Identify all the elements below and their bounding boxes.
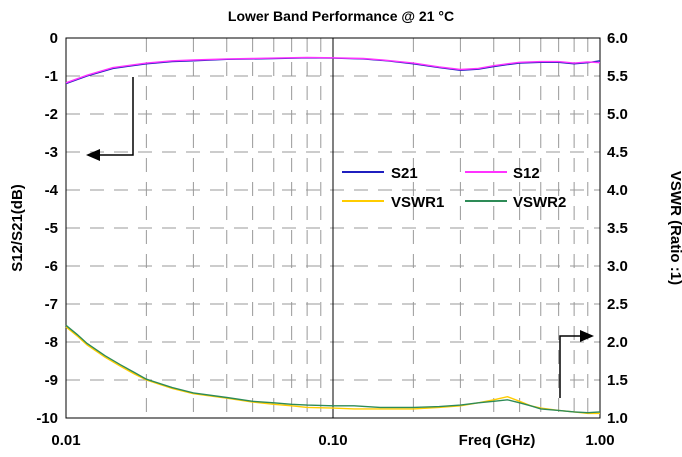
legend-label-s12: S12 <box>513 165 540 182</box>
right-tick-label: 5.0 <box>607 106 628 123</box>
series-lines <box>65 56 601 415</box>
left-axis-ticks: 0 -1 -2 -3 -4 -5 -6 -7 -8 -9 -10 <box>36 30 58 427</box>
left-tick-label: -8 <box>45 334 58 351</box>
right-tick-label: 1.0 <box>607 410 628 427</box>
left-tick-label: 0 <box>50 30 58 47</box>
right-axis-arrow <box>559 330 594 398</box>
left-tick-label: -9 <box>45 372 58 389</box>
left-tick-label: -4 <box>45 182 59 199</box>
right-tick-label: 1.5 <box>607 372 628 389</box>
right-tick-label: 5.5 <box>607 68 628 85</box>
right-tick-label: 3.0 <box>607 258 628 275</box>
right-tick-label: 2.0 <box>607 334 628 351</box>
right-tick-label: 4.5 <box>607 144 628 161</box>
series-line-vswr2 <box>65 324 601 414</box>
chart-title: Lower Band Performance @ 21 °C <box>228 8 454 24</box>
left-tick-label: -2 <box>45 106 58 123</box>
x-axis-label: Freq (GHz) <box>459 432 536 449</box>
left-axis-arrow <box>86 77 134 161</box>
legend-label-vswr1: VSWR1 <box>391 194 444 211</box>
right-axis-label: VSWR (Ratio :1) <box>667 171 682 285</box>
legend: S21 S12 VSWR1 VSWR2 <box>342 165 566 211</box>
x-tick-label: 1.00 <box>585 432 614 449</box>
x-tick-label: 0.10 <box>318 432 347 449</box>
x-tick-label: 0.01 <box>51 432 80 449</box>
left-tick-label: -10 <box>36 410 58 427</box>
legend-label-vswr2: VSWR2 <box>513 194 566 211</box>
left-tick-label: -5 <box>45 220 58 237</box>
left-axis-label: S12/S21(dB) <box>9 184 26 272</box>
right-tick-label: 3.5 <box>607 220 628 237</box>
right-tick-label: 6.0 <box>607 30 628 47</box>
left-tick-label: -7 <box>45 296 58 313</box>
right-axis-ticks: 6.0 5.5 5.0 4.5 4.0 3.5 3.0 2.5 2.0 1.5 1.0 <box>607 30 628 427</box>
left-tick-label: -1 <box>45 68 58 85</box>
left-tick-label: -3 <box>45 144 58 161</box>
x-axis-ticks: 0.01 0.10 1.00 <box>51 432 614 449</box>
right-tick-label: 4.0 <box>607 182 628 199</box>
series-line-s12 <box>65 56 601 84</box>
left-tick-label: -6 <box>45 258 58 275</box>
legend-label-s21: S21 <box>391 165 418 182</box>
right-tick-label: 2.5 <box>607 296 628 313</box>
